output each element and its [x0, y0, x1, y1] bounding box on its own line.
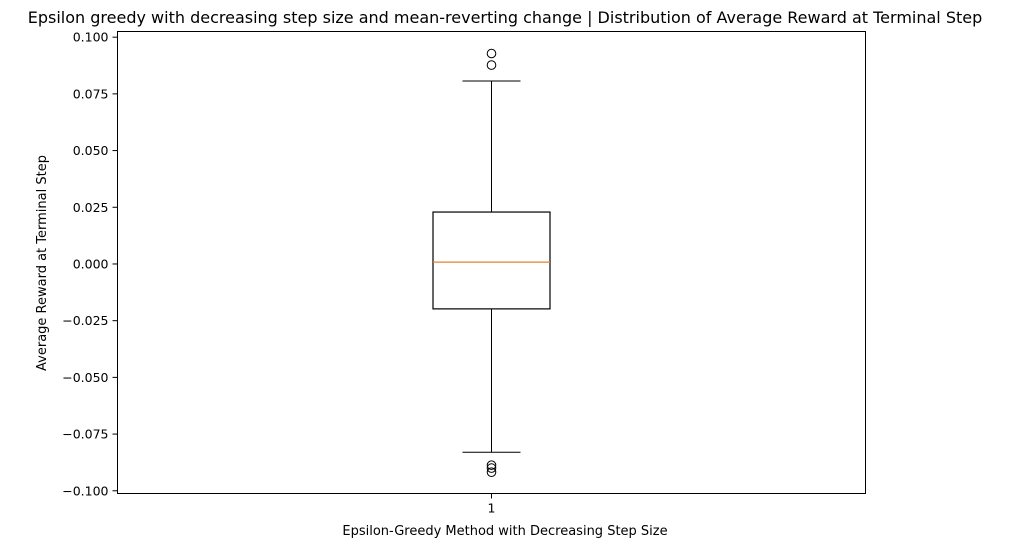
y-tick-label: 0.050 — [73, 143, 109, 158]
outlier-point — [486, 467, 497, 477]
y-axis-ticks: 0.100 0.075 0.050 0.025 0.000 −0.025 −0.050 −0.… — [62, 30, 118, 498]
y-tick-label: 0.000 — [73, 256, 109, 271]
chart-title: Epsilon greedy with decreasing step size… — [28, 8, 983, 27]
x-axis-ticks: 1 — [488, 493, 496, 516]
x-axis-label: Epsilon-Greedy Method with Decreasing St… — [342, 524, 667, 539]
y-tick-label: −0.050 — [62, 370, 108, 385]
outlier-point — [486, 463, 497, 473]
x-tick-label: 1 — [488, 501, 496, 516]
y-axis-label: Average Reward at Terminal Step — [35, 155, 50, 371]
outlier-point — [486, 460, 497, 470]
box-group — [432, 48, 551, 477]
y-tick-label: 0.025 — [73, 200, 109, 215]
outlier-point — [486, 60, 497, 70]
y-tick-label: −0.025 — [62, 313, 108, 328]
interquartile-box — [432, 211, 551, 310]
y-tick-label: −0.075 — [62, 427, 108, 442]
plot-frame — [117, 31, 866, 494]
y-tick-label: 0.075 — [73, 86, 109, 101]
y-tick-label: −0.100 — [62, 483, 108, 498]
y-tick-label: 0.100 — [73, 30, 109, 45]
outlier-point — [486, 48, 497, 59]
